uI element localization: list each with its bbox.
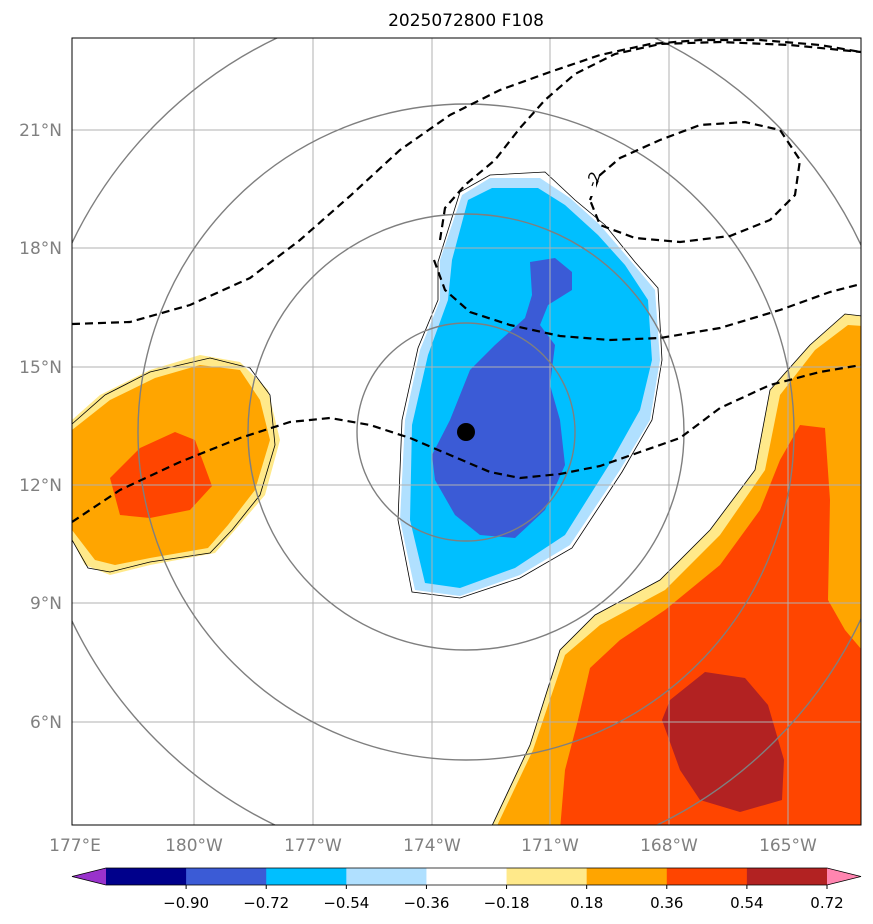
x-tick-label: 168°W <box>640 836 698 856</box>
warm-anomaly-left-outline <box>72 357 276 573</box>
x-tick-label: 177°W <box>284 836 342 856</box>
y-tick-label: 21°N <box>19 121 62 141</box>
colorbar-tick-label: 0.18 <box>570 894 603 912</box>
colorbar-segment <box>346 868 427 885</box>
colorbar-tick-label: 0.36 <box>650 894 683 912</box>
dashed-contour-low <box>588 120 802 244</box>
colorbar-extend-low <box>72 868 106 885</box>
storm-center-marker <box>457 423 475 441</box>
colorbar-segment <box>506 868 588 885</box>
colorbar-tick-label: −0.72 <box>243 894 289 912</box>
x-tick-label: 171°W <box>521 836 579 856</box>
colorbar-segment <box>746 868 828 885</box>
colorbar-tick-label: −0.54 <box>323 894 369 912</box>
y-tick-label: 15°N <box>19 358 62 378</box>
range-rings <box>72 38 861 825</box>
warm-anomaly-contour-0.72 <box>662 672 784 812</box>
x-tick-label: 174°W <box>403 836 461 856</box>
colorbar-segment <box>186 868 267 885</box>
y-axis: 21°N 18°N 15°N 12°N 9°N 6°N <box>19 121 62 733</box>
dashed-contour-loop <box>438 40 861 241</box>
colorbar: −0.90 −0.72 −0.54 −0.36 −0.18 0.18 0.36 0.54 0.7… <box>71 867 862 912</box>
warm-anomaly-contour-0.54 <box>560 425 861 825</box>
colorbar-segment <box>666 868 748 885</box>
warm-anomaly-left-0.54 <box>110 432 212 518</box>
colorbar-segment <box>586 868 668 885</box>
colorbar-segment <box>106 868 187 885</box>
colorbar-extend-high <box>827 868 861 885</box>
colorbar-tick-label: −0.36 <box>403 894 449 912</box>
dashed-contour-mid <box>72 363 861 523</box>
y-tick-label: 18°N <box>19 239 62 259</box>
colorbar-tick-label: −0.18 <box>484 894 530 912</box>
gridlines <box>72 38 861 825</box>
colorbar-segment <box>426 868 508 885</box>
colorbar-tick-label: 0.72 <box>810 894 843 912</box>
chart-title: 2025072800 F108 <box>388 11 544 31</box>
contour-label: -2 <box>582 169 604 189</box>
y-tick-label: 12°N <box>19 476 62 496</box>
x-tick-label: 165°W <box>759 836 817 856</box>
x-tick-label: 180°W <box>165 836 223 856</box>
dashed-contours <box>72 38 861 523</box>
dashed-contour-ring-outer <box>72 38 861 326</box>
dashed-contour-inner <box>432 259 861 342</box>
x-axis: 177°E 180°W 177°W 174°W 171°W 168°W 165°… <box>49 836 817 856</box>
colorbar-outline <box>71 867 862 886</box>
x-tick-label: 177°E <box>49 836 101 856</box>
y-tick-label: 6°N <box>30 713 62 733</box>
cool-anomaly-contour-0.54 <box>432 258 572 538</box>
plot-frame <box>71 37 862 826</box>
colorbar-segment <box>266 868 347 885</box>
colorbar-tick-label: −0.90 <box>163 894 209 912</box>
y-tick-label: 9°N <box>30 594 62 614</box>
colorbar-tick-label: 0.54 <box>730 894 763 912</box>
map-area: -2 <box>72 38 861 825</box>
